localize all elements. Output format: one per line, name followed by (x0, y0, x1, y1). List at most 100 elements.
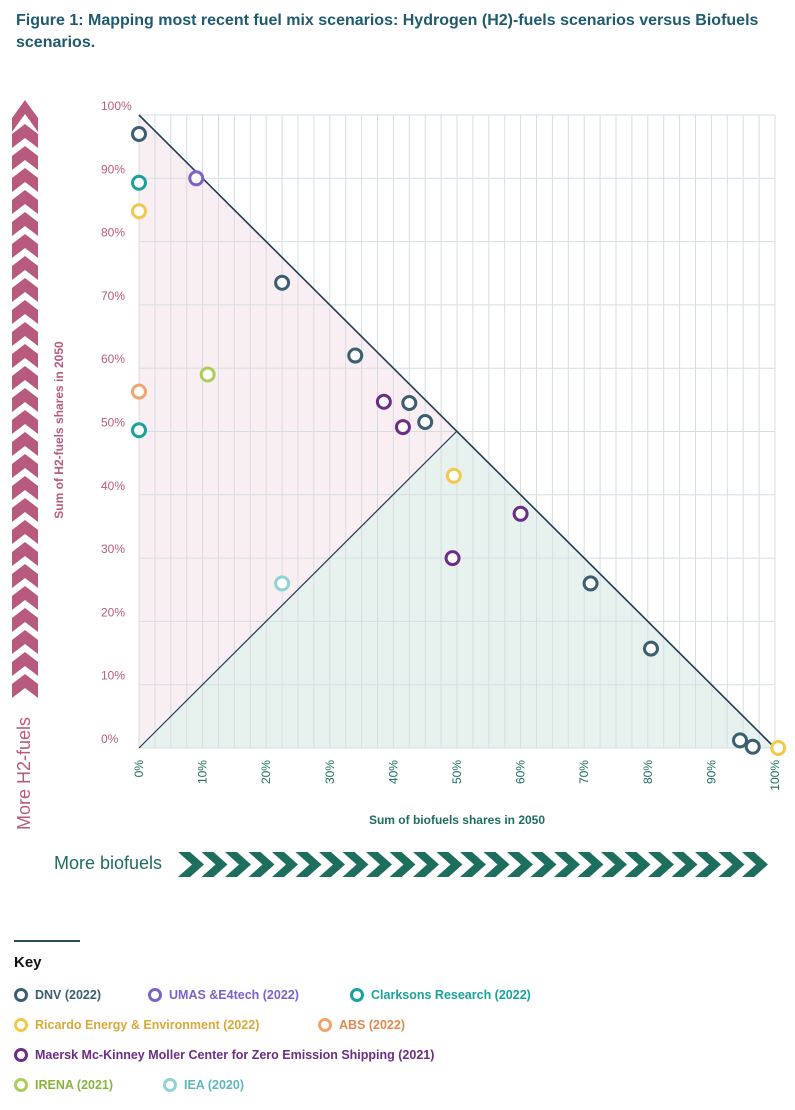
bio-chevron (742, 852, 768, 877)
bio-chevron (695, 852, 721, 877)
data-point (394, 419, 411, 436)
key-swatch-icon (14, 988, 28, 1002)
x-tick-label: 50% (450, 760, 464, 784)
scatter-chart: 0% 10% 20% 30% 40% 50% 60% 70% 80% 90% 100% 0% 10% 2… (12, 99, 787, 877)
x-tick-label: 80% (641, 760, 655, 784)
key-item-label: DNV (2022) (35, 988, 101, 1002)
bio-chevron (483, 852, 510, 877)
data-point (744, 738, 761, 755)
data-point (732, 732, 749, 749)
x-tick-label: 100% (768, 760, 782, 791)
data-point (582, 575, 599, 592)
key-item-label: IEA (2020) (184, 1078, 244, 1092)
key-item-label: Maersk Mc-Kinney Moller Center for Zero … (35, 1048, 435, 1062)
x-tick-label: 70% (577, 760, 591, 784)
data-point (131, 383, 147, 400)
data-point (417, 414, 434, 431)
bio-arrow-label: More biofuels (54, 853, 162, 873)
y-tick-label: 20% (101, 605, 125, 619)
x-axis-label: Sum of biofuels shares in 2050 (369, 813, 545, 827)
h2-chevron (12, 366, 38, 390)
bio-chevron (295, 852, 322, 877)
x-tick-label: 30% (323, 760, 337, 784)
key-divider (14, 940, 80, 942)
key-swatch-icon (14, 1048, 28, 1062)
bio-chevron (436, 852, 463, 877)
h2-chevron (12, 234, 38, 258)
y-axis-label: Sum of H2-fuels shares in 2050 (52, 341, 66, 519)
key-item: UMAS &E4tech (2022) (148, 988, 299, 1002)
h2-arrow-label: More H2-fuels (14, 717, 34, 830)
h2-chevron (12, 586, 38, 610)
key-item-label: Ricardo Energy & Environment (2022) (35, 1018, 260, 1032)
key-item: Maersk Mc-Kinney Moller Center for Zero … (14, 1048, 434, 1062)
h2-chevron (12, 100, 38, 132)
data-point (131, 422, 147, 439)
y-tick-label: 90% (101, 162, 125, 176)
h2-chevron (12, 498, 38, 522)
h2-chevron (12, 256, 38, 280)
key-swatch-icon (350, 988, 364, 1002)
data-point (274, 575, 291, 592)
diagonal-line (138, 430, 458, 749)
bio-chevron (201, 852, 228, 877)
h2-chevrons (12, 100, 38, 698)
y-tick-label: 40% (101, 479, 125, 493)
y-tick-label: 100% (101, 99, 132, 113)
bio-chevron (648, 852, 674, 877)
figure-title: Figure 1: Mapping most recent fuel mix s… (16, 12, 759, 51)
data-point (274, 274, 291, 291)
h2-chevron (12, 652, 38, 676)
chart-lines (138, 114, 776, 749)
data-point (444, 550, 461, 567)
h2-arrow: More H2-fuels (12, 100, 38, 830)
y-tick-label: 80% (101, 226, 125, 240)
bio-chevron (624, 852, 651, 877)
data-point (401, 395, 418, 412)
bio-chevron (718, 852, 745, 877)
bio-chevron (577, 852, 604, 877)
h2-chevron (12, 124, 38, 148)
x-tick-label: 0% (132, 760, 146, 778)
key-item-label: Clarksons Research (2022) (371, 988, 531, 1002)
h2-chevron (12, 520, 38, 544)
bio-arrow: More biofuels (54, 852, 768, 877)
h2-chevron (12, 388, 38, 412)
h2-chevron (12, 410, 38, 434)
data-point (347, 347, 364, 364)
y-tick-label: 0% (101, 732, 119, 746)
bio-chevron (554, 852, 580, 877)
bio-chevron (389, 852, 416, 877)
h2-chevron (12, 300, 38, 324)
data-points (131, 125, 787, 756)
data-point (131, 203, 147, 220)
key-title: Key (14, 954, 42, 971)
bio-chevron (366, 852, 392, 877)
key-item-label: IRENA (2021) (35, 1078, 114, 1092)
h2-chevron (12, 146, 38, 170)
data-point (188, 170, 205, 187)
h2-chevron (12, 608, 38, 632)
bio-chevron (507, 852, 533, 877)
key-swatch-icon (318, 1018, 332, 1032)
data-point (770, 740, 787, 756)
key-swatch-icon (14, 1078, 28, 1092)
h2-chevron (12, 168, 38, 192)
y-tick-labels: 0% 10% 20% 30% 40% 50% 60% 70% 80% 90% 100% (101, 99, 132, 746)
bio-chevron (460, 852, 486, 877)
x-tick-label: 10% (196, 760, 210, 784)
data-point (445, 467, 462, 484)
h2-chevron (12, 432, 38, 456)
y-tick-label: 60% (101, 352, 125, 366)
data-point (131, 125, 147, 142)
key-item: Clarksons Research (2022) (350, 988, 531, 1002)
bio-chevron (248, 852, 275, 877)
h2-chevron (12, 190, 38, 214)
bio-chevron (671, 852, 698, 877)
bio-chevron (178, 852, 204, 877)
x-tick-label: 20% (259, 760, 273, 784)
h2-chevron (12, 630, 38, 654)
h2-chevron (12, 454, 38, 478)
bio-chevron (601, 852, 627, 877)
key-item-label: ABS (2022) (339, 1018, 405, 1032)
